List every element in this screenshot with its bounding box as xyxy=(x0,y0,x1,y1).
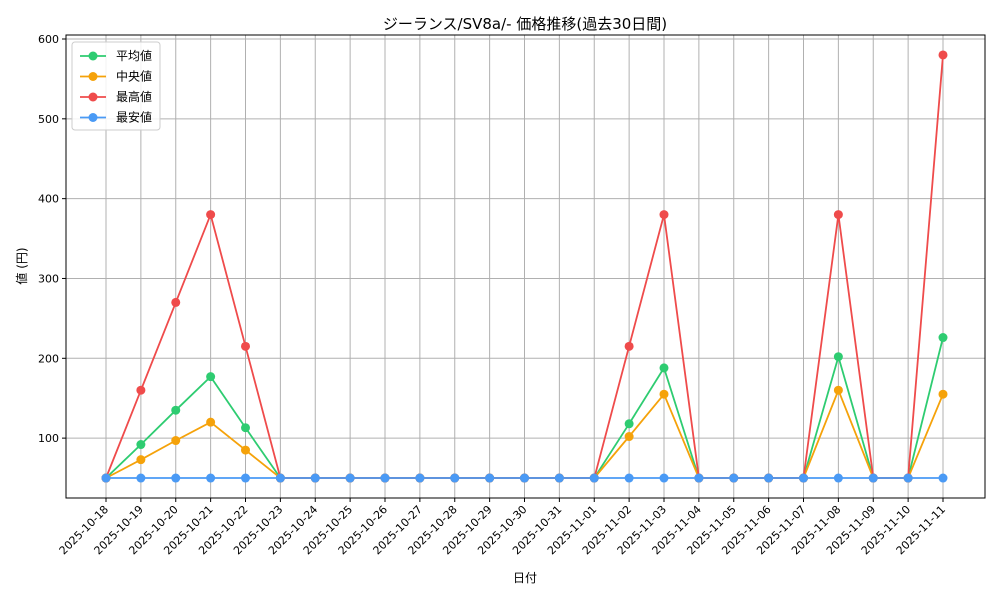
data-point xyxy=(136,385,146,395)
data-point xyxy=(241,473,250,483)
series-3 xyxy=(101,473,948,483)
data-point xyxy=(380,473,390,483)
data-point xyxy=(136,440,146,450)
data-point xyxy=(624,341,634,351)
series-lines xyxy=(101,50,948,483)
data-point xyxy=(624,419,634,429)
legend-item: 最高値 xyxy=(80,89,152,104)
data-point xyxy=(241,341,250,351)
data-point xyxy=(938,50,948,60)
data-point xyxy=(938,473,948,483)
data-point xyxy=(136,455,146,465)
data-point xyxy=(520,473,529,483)
plot-frame xyxy=(65,34,986,499)
data-point xyxy=(624,432,634,442)
data-point xyxy=(659,363,669,373)
x-axis-label: 日付 xyxy=(513,571,537,585)
legend-item: 平均値 xyxy=(80,48,152,63)
data-point xyxy=(206,372,216,382)
data-point xyxy=(868,473,878,483)
y-axis-ticks: 100 200 300 400 500 600 xyxy=(38,33,66,445)
data-point xyxy=(659,473,669,483)
legend-label: 最安値 xyxy=(116,110,152,125)
legend-swatch-marker xyxy=(88,72,98,81)
y-tick-label: 100 xyxy=(38,432,59,445)
data-point xyxy=(833,352,843,362)
data-point xyxy=(206,210,216,220)
data-point xyxy=(624,473,634,483)
data-point xyxy=(799,473,808,483)
data-point xyxy=(938,389,948,399)
legend-label: 平均値 xyxy=(116,48,152,63)
data-point xyxy=(206,473,216,483)
data-point xyxy=(275,473,285,483)
data-point xyxy=(310,473,320,483)
data-point xyxy=(659,210,669,220)
data-point xyxy=(345,473,355,483)
data-point xyxy=(729,473,739,483)
y-tick-label: 400 xyxy=(38,193,59,206)
data-point xyxy=(694,473,704,483)
y-tick-label: 200 xyxy=(38,352,59,365)
data-point xyxy=(485,473,495,483)
legend-swatch-marker xyxy=(88,92,98,102)
legend-swatch-marker xyxy=(88,113,98,122)
data-point xyxy=(241,423,250,433)
chart-title: ジーランス/SV8a/- 価格推移(過去30日間) xyxy=(383,15,667,33)
data-point xyxy=(415,473,425,483)
data-point xyxy=(659,389,669,399)
y-tick-label: 300 xyxy=(38,272,59,285)
data-point xyxy=(171,297,181,307)
data-point xyxy=(450,473,460,483)
data-point xyxy=(554,473,564,483)
data-point xyxy=(136,473,146,483)
legend-swatch-marker xyxy=(88,51,98,61)
data-point xyxy=(903,473,913,483)
data-point xyxy=(171,405,181,415)
legend-item: 最安値 xyxy=(80,110,152,125)
data-point xyxy=(764,473,774,483)
legend-box xyxy=(71,41,161,131)
data-point xyxy=(206,417,216,427)
data-point xyxy=(171,436,181,446)
y-tick-label: 600 xyxy=(38,33,59,46)
data-point xyxy=(833,210,843,220)
legend-label: 中央値 xyxy=(116,69,152,84)
x-axis-ticks: 2025-10-182025-10-192025-10-202025-10-21… xyxy=(57,498,948,557)
data-point xyxy=(833,473,843,483)
data-point xyxy=(101,473,111,483)
grid-lines xyxy=(66,35,985,498)
data-point xyxy=(171,473,181,483)
data-point xyxy=(938,333,948,343)
y-tick-label: 500 xyxy=(38,113,59,126)
data-point xyxy=(833,385,843,395)
legend-item: 中央値 xyxy=(80,69,152,84)
legend-label: 最高値 xyxy=(116,89,152,104)
data-point xyxy=(241,445,250,455)
data-point xyxy=(589,473,599,483)
y-axis-label: 値 (円) xyxy=(14,247,29,284)
